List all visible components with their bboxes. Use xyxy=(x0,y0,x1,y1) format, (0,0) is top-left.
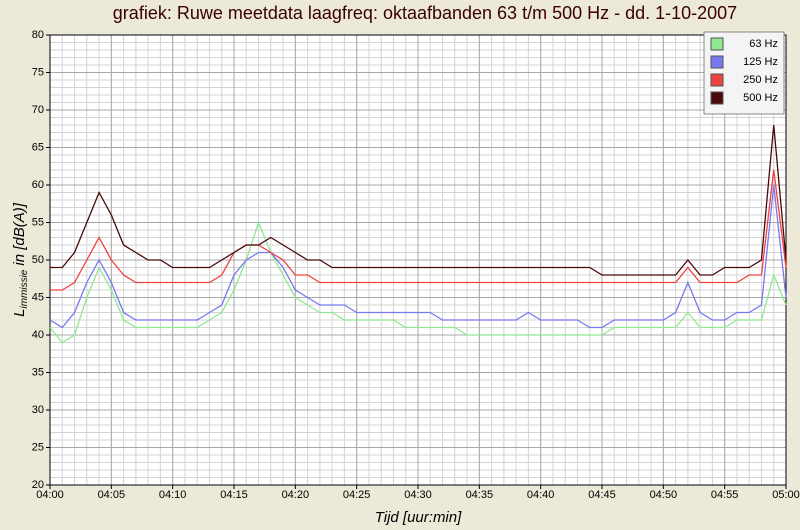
x-tick-label: 04:20 xyxy=(282,489,310,501)
legend-label: 125 Hz xyxy=(743,56,778,68)
y-label-main: L xyxy=(11,309,28,317)
x-tick-label: 04:50 xyxy=(650,489,678,501)
legend-label: 250 Hz xyxy=(743,74,778,86)
x-tick-label: 04:35 xyxy=(466,489,494,501)
legend-swatch xyxy=(710,55,724,69)
x-tick-label: 04:10 xyxy=(159,489,187,501)
legend-swatch xyxy=(710,91,724,105)
y-tick-label: 80 xyxy=(32,29,44,41)
y-tick-label: 75 xyxy=(32,66,44,78)
y-tick-label: 60 xyxy=(32,179,44,191)
series-line xyxy=(50,169,787,291)
chart-title: grafiek: Ruwe meetdata laagfreq: oktaafb… xyxy=(113,3,737,23)
legend: 63 Hz 125 Hz 250 Hz 500 Hz xyxy=(703,31,785,115)
legend-swatch xyxy=(710,73,724,87)
x-tick-label: 04:15 xyxy=(220,489,248,501)
series-line xyxy=(49,184,787,329)
y-label-sub: immissie xyxy=(19,269,30,308)
y-tick-label: 20 xyxy=(32,479,44,491)
legend-label: 63 Hz xyxy=(749,38,778,50)
series-line xyxy=(49,220,787,344)
x-tick-label: 04:25 xyxy=(343,489,371,501)
y-tick-label: 40 xyxy=(32,329,44,341)
x-tick-label: 04:40 xyxy=(527,489,555,501)
y-tick-label: 55 xyxy=(32,216,44,228)
y-axis-label-text: Limmissie in [dB(A)] xyxy=(11,202,30,317)
x-tick-label: 04:45 xyxy=(588,489,616,501)
y-tick-label: 35 xyxy=(32,366,44,378)
legend-swatch xyxy=(710,37,724,51)
legend-label: 500 Hz xyxy=(743,92,778,104)
y-tick-label: 45 xyxy=(32,291,44,303)
x-tick-label: 04:30 xyxy=(404,489,432,501)
series-line xyxy=(50,124,787,276)
x-tick-label: 04:05 xyxy=(98,489,126,501)
x-tick-label: 04:00 xyxy=(36,489,64,501)
y-tick-label: 30 xyxy=(32,404,44,416)
x-axis-label: Tijd [uur:min] xyxy=(375,509,462,526)
y-tick-label: 25 xyxy=(32,441,44,453)
y-tick-label: 50 xyxy=(32,254,44,266)
x-tick-label: 05:00 xyxy=(772,489,800,501)
x-tick-label: 04:55 xyxy=(711,489,739,501)
y-label-rest: in [dB(A)] xyxy=(11,202,28,265)
y-tick-label: 70 xyxy=(32,104,44,116)
y-axis-label: Limmissie in [dB(A)] xyxy=(11,202,30,317)
y-tick-label: 65 xyxy=(32,141,44,153)
